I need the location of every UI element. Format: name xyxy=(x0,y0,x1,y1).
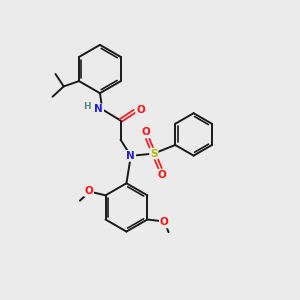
Text: S: S xyxy=(150,148,158,158)
Text: O: O xyxy=(142,127,150,137)
Text: H: H xyxy=(83,102,91,111)
Text: O: O xyxy=(158,170,166,180)
Text: O: O xyxy=(84,186,93,196)
Text: N: N xyxy=(127,151,135,161)
Text: O: O xyxy=(136,105,145,115)
Text: N: N xyxy=(94,104,103,114)
Text: O: O xyxy=(160,218,169,227)
